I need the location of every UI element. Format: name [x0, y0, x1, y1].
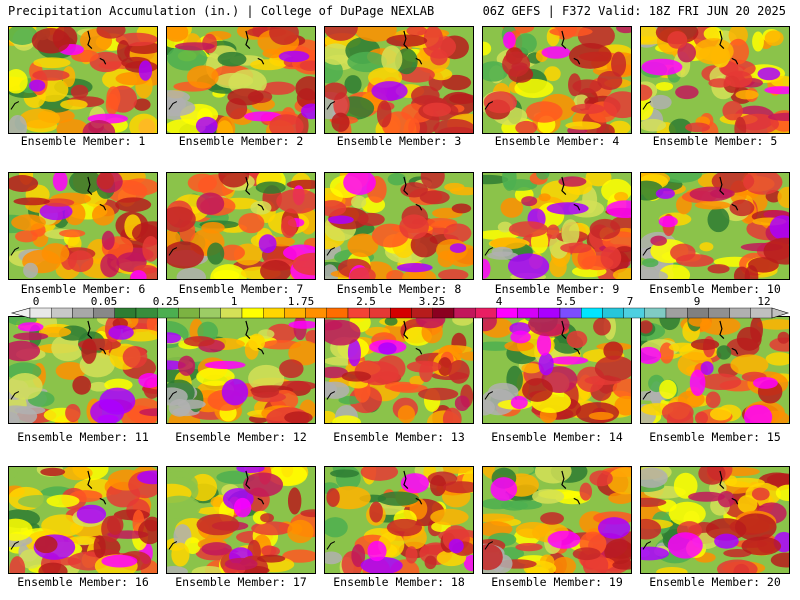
ensemble-member-label: Ensemble Member: 7 [178, 282, 304, 296]
ensemble-member-map [8, 316, 158, 424]
ensemble-member-label: Ensemble Member: 17 [175, 575, 307, 589]
ensemble-member-label: Ensemble Member: 5 [652, 134, 778, 148]
ensemble-member-map [640, 316, 790, 424]
colorbar-tick-label: 1.75 [287, 295, 315, 308]
colorbar-tick-label: 4 [495, 295, 503, 308]
ensemble-member-map [482, 172, 632, 280]
colorbar: 0 0.05 0.25 1 1.75 2.5 3.25 4 5.5 7 9 12 [0, 296, 800, 320]
product-title: Precipitation Accumulation (in.) | Colle… [8, 4, 435, 18]
colorbar-swatch [178, 307, 200, 319]
colorbar-swatch [602, 307, 624, 319]
ensemble-member-map [8, 172, 158, 280]
ensemble-member-label: Ensemble Member: 18 [333, 575, 465, 589]
colorbar-swatch [623, 307, 645, 319]
colorbar-swatch [114, 307, 137, 319]
model-valid-time: 06Z GEFS | F372 Valid: 18Z FRI JUN 20 20… [482, 4, 786, 18]
colorbar-swatch [263, 307, 285, 319]
ensemble-member-map [482, 26, 632, 134]
colorbar-swatch [305, 307, 328, 319]
ensemble-member-map [324, 172, 474, 280]
ensemble-member-map [482, 466, 632, 574]
ensemble-member-label: Ensemble Member: 3 [336, 134, 462, 148]
colorbar-swatch [432, 307, 455, 319]
colorbar-swatch [156, 307, 179, 319]
colorbar-swatch [369, 307, 391, 319]
ensemble-member-label: Ensemble Member: 8 [336, 282, 462, 296]
ensemble-member-label: Ensemble Member: 13 [333, 430, 465, 444]
ensemble-member-map [324, 316, 474, 424]
ensemble-member-map [482, 316, 632, 424]
ensemble-member-label: Ensemble Member: 6 [20, 282, 146, 296]
colorbar-swatch [93, 307, 115, 319]
colorbar-swatch [729, 307, 751, 319]
colorbar-swatch [72, 307, 94, 319]
ensemble-member-map [166, 172, 316, 280]
ensemble-member-map [8, 26, 158, 134]
colorbar-swatch [581, 307, 603, 319]
ensemble-member-label: Ensemble Member: 19 [491, 575, 623, 589]
colorbar-swatch [411, 307, 434, 319]
colorbar-tick-label: 7 [626, 295, 634, 308]
ensemble-member-map [640, 26, 790, 134]
ensemble-member-label: Ensemble Member: 1 [20, 134, 146, 148]
colorbar-tick-label: 1 [230, 295, 238, 308]
colorbar-swatch [665, 307, 688, 319]
colorbar-swatch [347, 307, 370, 319]
colorbar-left-arrow [10, 307, 31, 319]
colorbar-swatch [29, 307, 52, 319]
colorbar-tick-label: 3.25 [418, 295, 446, 308]
ensemble-member-label: Ensemble Member: 20 [649, 575, 781, 589]
ensemble-member-map [166, 26, 316, 134]
ensemble-member-label: Ensemble Member: 14 [491, 430, 623, 444]
ensemble-member-label: Ensemble Member: 10 [649, 282, 781, 296]
colorbar-right-arrow [771, 307, 790, 319]
colorbar-swatch [687, 307, 709, 319]
colorbar-swatch [538, 307, 561, 319]
ensemble-member-map [640, 172, 790, 280]
ensemble-member-map [324, 26, 474, 134]
ensemble-member-map [8, 466, 158, 574]
colorbar-swatch [326, 307, 349, 319]
colorbar-scale [10, 307, 790, 319]
colorbar-tick-label: 0 [32, 295, 40, 308]
ensemble-member-label: Ensemble Member: 16 [17, 575, 149, 589]
colorbar-swatch [644, 307, 667, 319]
colorbar-swatch [220, 307, 243, 319]
colorbar-swatch [496, 307, 518, 319]
colorbar-swatch [199, 307, 222, 319]
ensemble-member-map [166, 316, 316, 424]
colorbar-swatch [517, 307, 539, 319]
colorbar-tick-label: 9 [693, 295, 701, 308]
colorbar-swatch [708, 307, 730, 319]
ensemble-member-label: Ensemble Member: 12 [175, 430, 307, 444]
colorbar-swatch [284, 307, 306, 319]
ensemble-member-label: Ensemble Member: 15 [649, 430, 781, 444]
colorbar-tick-label: 12 [757, 295, 771, 308]
ensemble-member-map [166, 466, 316, 574]
colorbar-swatch [475, 307, 497, 319]
colorbar-swatch [390, 307, 412, 319]
colorbar-swatch [453, 307, 476, 319]
header: Precipitation Accumulation (in.) | Colle… [0, 0, 800, 22]
ensemble-member-map [324, 466, 474, 574]
ensemble-member-label: Ensemble Member: 9 [494, 282, 620, 296]
colorbar-swatch [750, 307, 773, 319]
colorbar-tick-label: 2.5 [356, 295, 376, 308]
colorbar-swatch [51, 307, 73, 319]
ensemble-member-map [640, 466, 790, 574]
colorbar-tick-label: 0.25 [152, 295, 180, 308]
ensemble-member-label: Ensemble Member: 2 [178, 134, 304, 148]
ensemble-member-label: Ensemble Member: 11 [17, 430, 149, 444]
colorbar-tick-label: 0.05 [90, 295, 118, 308]
colorbar-tick-label: 5.5 [556, 295, 576, 308]
colorbar-swatch [135, 307, 158, 319]
ensemble-member-label: Ensemble Member: 4 [494, 134, 620, 148]
colorbar-swatch [559, 307, 582, 319]
colorbar-swatch [241, 307, 264, 319]
